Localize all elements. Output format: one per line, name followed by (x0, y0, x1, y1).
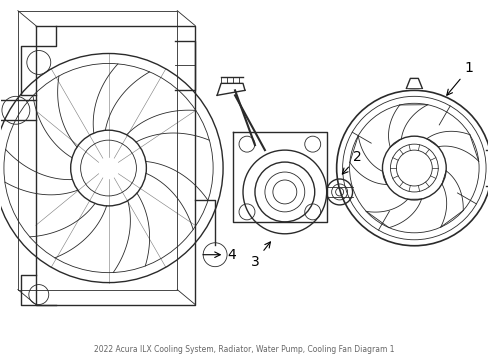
Text: 3: 3 (250, 242, 270, 269)
Text: 2022 Acura ILX Cooling System, Radiator, Water Pump, Cooling Fan Diagram 1: 2022 Acura ILX Cooling System, Radiator,… (94, 345, 393, 354)
Text: 2: 2 (342, 150, 361, 174)
Text: 4: 4 (203, 248, 235, 262)
Text: 1: 1 (446, 62, 472, 95)
